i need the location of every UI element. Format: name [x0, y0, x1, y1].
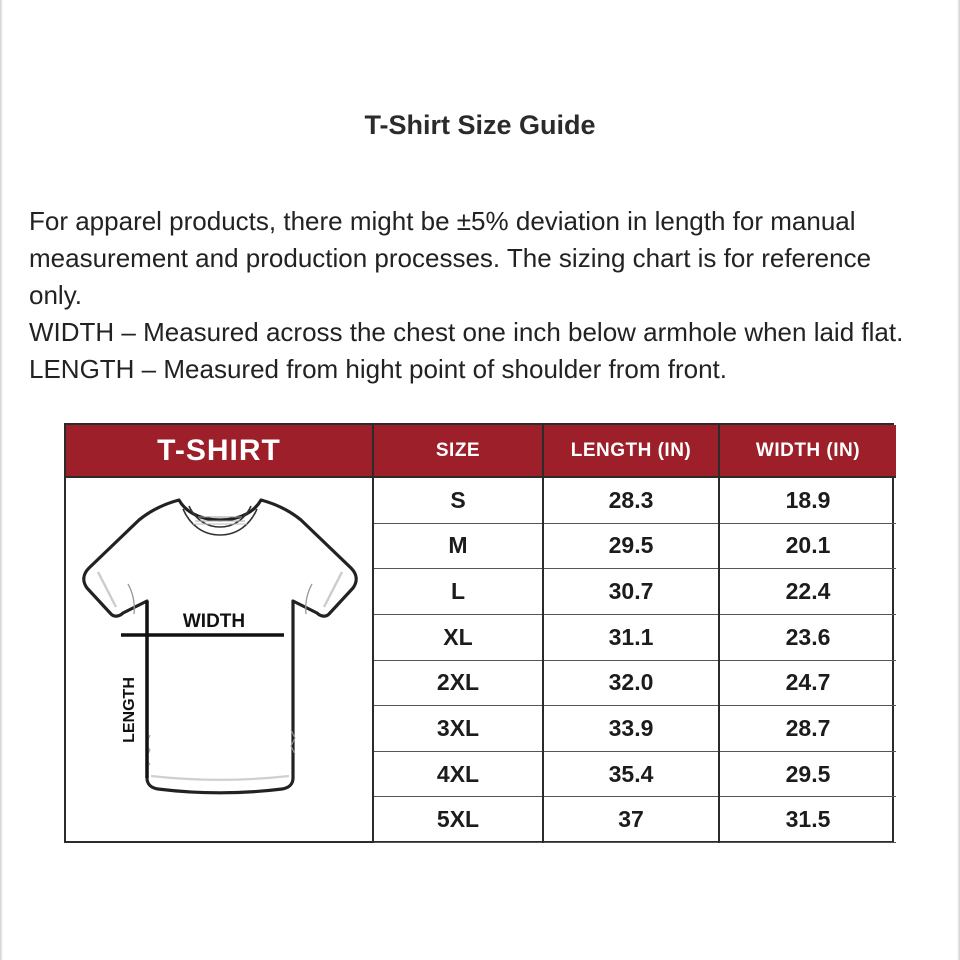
- svg-text:LENGTH: LENGTH: [121, 677, 138, 743]
- svg-text:WIDTH: WIDTH: [183, 611, 245, 632]
